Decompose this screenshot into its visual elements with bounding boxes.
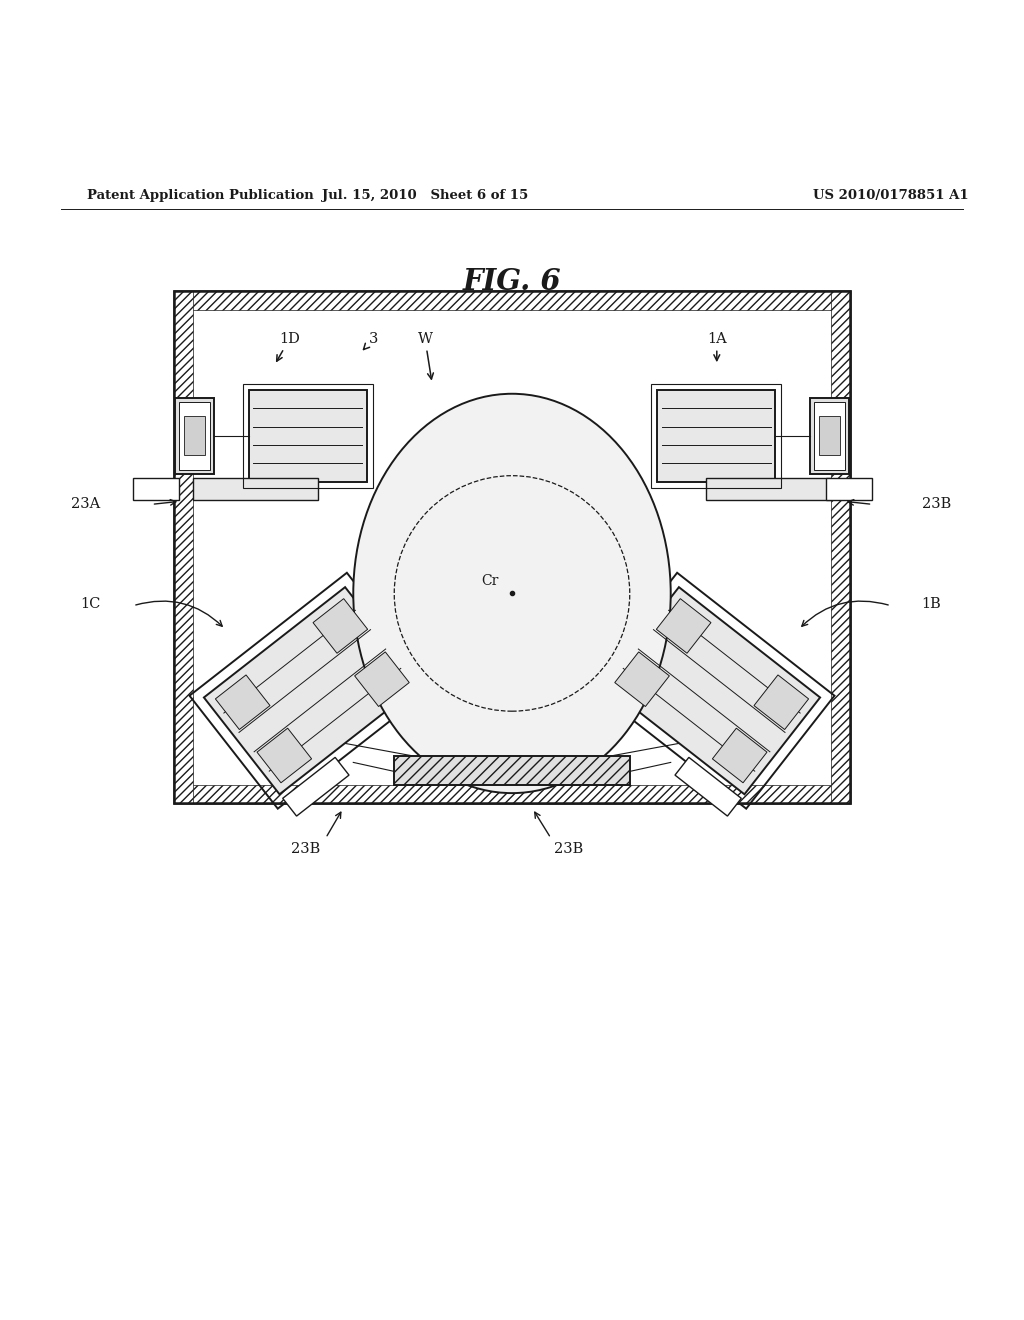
Bar [826,478,872,500]
Text: US 2010/0178851 A1: US 2010/0178851 A1 [813,189,969,202]
Bar [675,758,741,816]
Text: 23B: 23B [291,842,319,857]
Bar [204,587,421,795]
Bar [589,573,835,809]
Bar [257,729,311,783]
Bar [283,758,349,816]
Bar [614,652,670,706]
Bar [831,292,850,804]
Bar [657,389,775,482]
Bar [174,292,193,804]
Bar [249,389,367,482]
Bar [394,756,630,785]
Bar [189,573,435,809]
Bar [313,599,368,653]
Bar [707,478,831,500]
Text: 23B: 23B [554,842,583,857]
Bar [179,403,210,470]
Text: Jul. 15, 2010   Sheet 6 of 15: Jul. 15, 2010 Sheet 6 of 15 [322,189,528,202]
Bar [193,478,317,500]
Bar [133,478,179,500]
Bar [713,729,767,783]
Text: 23A: 23A [71,498,100,511]
Ellipse shape [353,393,671,793]
Bar [175,397,214,474]
Bar [814,403,845,470]
Bar [184,416,205,455]
Bar [603,587,820,795]
Bar [243,384,373,488]
Bar [174,292,850,310]
Bar [174,785,850,804]
Bar [215,675,270,730]
Bar [354,652,410,706]
Bar [656,599,711,653]
Text: 1C: 1C [80,597,100,611]
Text: FIG. 6: FIG. 6 [463,267,561,296]
Text: Cr: Cr [481,574,498,589]
Bar [754,675,809,730]
Text: Patent Application Publication: Patent Application Publication [87,189,313,202]
Bar [174,292,850,804]
Text: 23B: 23B [922,498,951,511]
Bar [174,292,850,804]
Text: W: W [418,331,433,379]
Text: 1A: 1A [707,331,727,360]
Bar [651,384,781,488]
Text: 1B: 1B [922,597,941,611]
Text: 1D: 1D [276,331,300,362]
Bar [819,416,840,455]
Bar [810,397,849,474]
Text: 3: 3 [364,331,379,350]
